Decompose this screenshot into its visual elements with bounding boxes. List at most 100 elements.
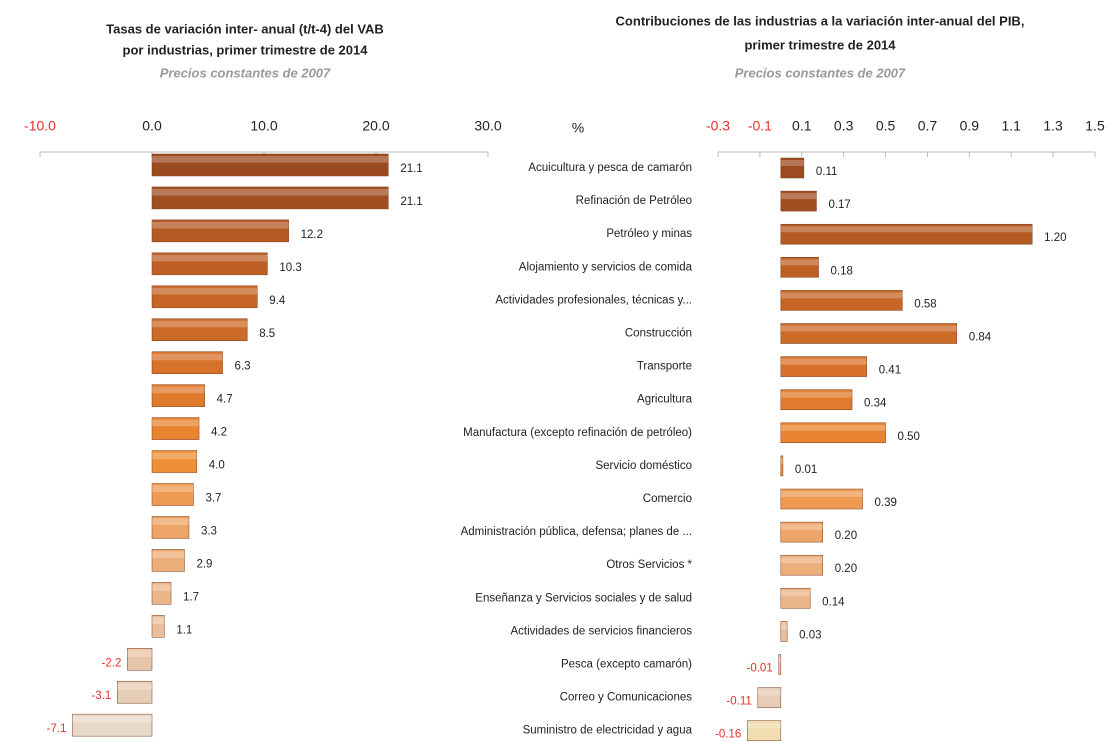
bar-highlight xyxy=(780,424,886,431)
bar-highlight xyxy=(127,650,152,657)
bar-highlight xyxy=(780,491,863,497)
value-label: -2.2 xyxy=(102,657,122,669)
value-label: 0.14 xyxy=(822,596,845,608)
bar-highlight xyxy=(152,156,389,163)
chart-subtitle: Precios constantes de 2007 xyxy=(160,65,331,80)
bar xyxy=(780,521,823,543)
x-tick-label: 0.5 xyxy=(876,118,896,134)
value-label: -0.16 xyxy=(715,729,741,741)
bar-highlight xyxy=(780,557,823,564)
value-label: 21.1 xyxy=(400,196,422,208)
x-tick-label: 1.5 xyxy=(1085,118,1105,134)
bar-highlight xyxy=(152,221,289,229)
bar xyxy=(151,516,190,539)
chart-subtitle: Precios constantes de 2007 xyxy=(735,65,906,80)
bar-highlight xyxy=(152,254,268,262)
value-label: 0.34 xyxy=(864,398,887,410)
x-tick-label: 0.9 xyxy=(960,118,980,134)
bar xyxy=(747,720,782,741)
chart-title: por industrias, primer trimestre de 2014 xyxy=(123,42,369,57)
bar xyxy=(127,648,153,671)
bar-highlight xyxy=(152,452,197,460)
bar-highlight xyxy=(780,259,819,266)
value-label: 0.03 xyxy=(799,629,821,641)
axis-label: % xyxy=(572,120,584,136)
bar-highlight xyxy=(780,358,867,365)
bar xyxy=(151,615,165,638)
x-tick-label: 1.1 xyxy=(1001,118,1021,134)
category-label: Actividades de servicios financieros xyxy=(510,625,692,637)
x-tick-label: -0.3 xyxy=(706,118,730,134)
value-label: -3.1 xyxy=(91,690,111,702)
value-label: 0.50 xyxy=(898,431,920,443)
bar xyxy=(780,257,819,278)
bar-highlight xyxy=(152,287,258,295)
bar-highlight xyxy=(152,518,189,526)
category-label: Transporte xyxy=(637,361,692,373)
value-label: 2.9 xyxy=(196,558,212,570)
bar-highlight xyxy=(780,193,817,200)
value-label: 0.20 xyxy=(835,530,857,542)
bar xyxy=(151,186,389,210)
category-label: Actividades profesionales, técnicas y... xyxy=(495,294,692,306)
bar-highlight xyxy=(747,722,781,729)
bar xyxy=(780,588,811,609)
bar xyxy=(780,223,1033,245)
bar-highlight xyxy=(780,292,903,299)
x-tick-label: 30.0 xyxy=(474,118,501,134)
bar xyxy=(780,190,817,212)
bar xyxy=(117,680,153,704)
bar-highlight xyxy=(117,683,152,690)
value-label: 0.11 xyxy=(816,166,838,178)
bar-highlight xyxy=(780,160,804,166)
x-tick-label: -10.0 xyxy=(24,118,56,134)
x-tick-label: 0.1 xyxy=(792,118,812,134)
bar xyxy=(780,389,853,410)
bar-highlight xyxy=(152,353,223,361)
value-label: 4.7 xyxy=(217,394,233,406)
x-tick-label: -0.1 xyxy=(748,118,772,134)
bar-highlight xyxy=(152,551,185,558)
value-label: 0.17 xyxy=(828,199,850,211)
value-label: 3.3 xyxy=(201,525,217,537)
x-tick-label: 20.0 xyxy=(362,118,389,134)
category-label: Agricultura xyxy=(637,394,693,406)
value-label: 0.01 xyxy=(795,464,817,476)
bar xyxy=(780,554,823,576)
chart-title: primer trimestre de 2014 xyxy=(744,37,896,52)
value-label: 0.20 xyxy=(835,563,857,575)
bar xyxy=(780,290,903,311)
x-tick-label: 0.3 xyxy=(834,118,854,134)
bar-highlight xyxy=(778,656,781,663)
bar xyxy=(780,323,958,344)
bar-highlight xyxy=(780,623,788,630)
bar-highlight xyxy=(72,716,152,723)
value-label: 1.7 xyxy=(183,591,199,603)
bar xyxy=(778,654,782,675)
category-label: Enseñanza y Servicios sociales y de salu… xyxy=(475,592,692,604)
value-label: 12.2 xyxy=(301,229,323,241)
value-label: 0.41 xyxy=(879,365,901,377)
value-label: 4.2 xyxy=(211,427,227,439)
value-label: -0.11 xyxy=(726,696,751,708)
category-label: Construcción xyxy=(625,328,692,340)
bar xyxy=(151,450,198,473)
bar-highlight xyxy=(152,584,172,591)
value-label: 3.7 xyxy=(205,493,221,505)
value-label: -7.1 xyxy=(47,723,67,735)
category-label: Refinación de Petróleo xyxy=(576,195,692,207)
bar-highlight xyxy=(152,188,389,196)
bar-highlight xyxy=(780,391,853,398)
category-label: Comercio xyxy=(643,493,692,505)
category-label: Correo y Comunicaciones xyxy=(560,692,693,704)
bar xyxy=(151,384,205,407)
bar xyxy=(780,488,863,510)
bar xyxy=(151,219,289,243)
bar xyxy=(151,252,268,276)
value-label: -0.01 xyxy=(747,663,773,675)
bar-highlight xyxy=(152,485,194,493)
bar xyxy=(757,687,782,708)
value-label: 6.3 xyxy=(235,361,251,373)
category-label: Otros Servicios * xyxy=(606,559,692,571)
